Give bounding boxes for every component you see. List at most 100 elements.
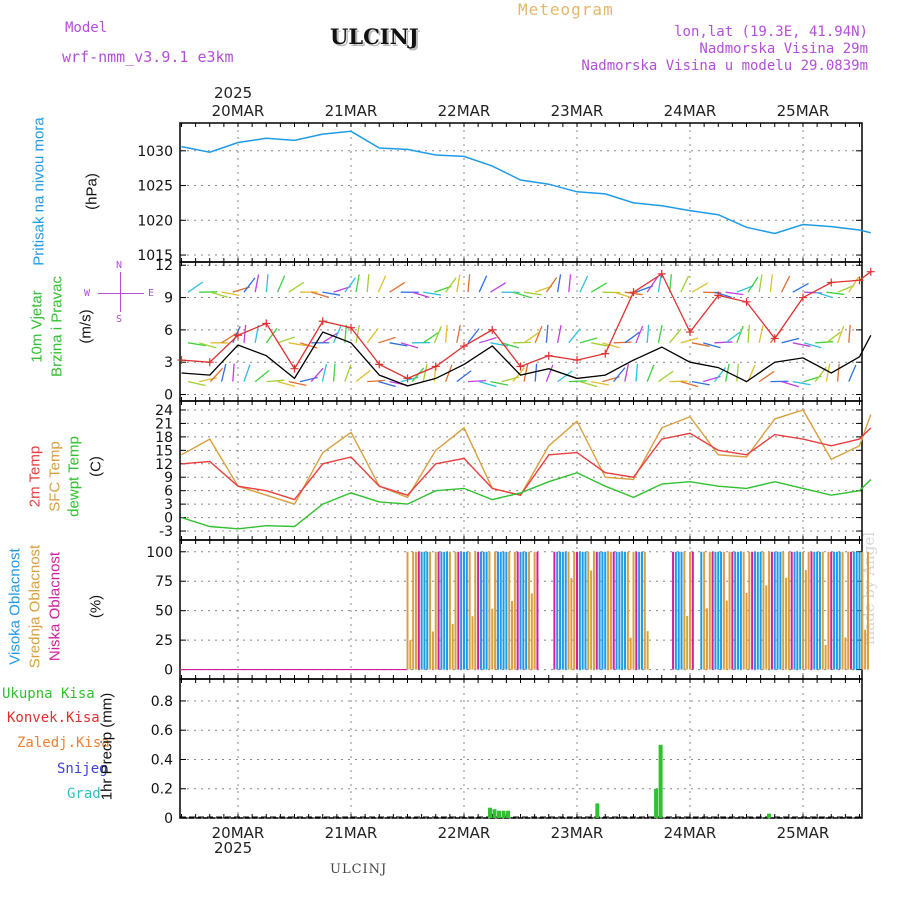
gust-marker	[799, 293, 807, 302]
precip-legend-total: Ukupna Kisa	[2, 686, 95, 702]
panel-frame	[179, 122, 863, 263]
date-top-22MAR: 22MAR	[438, 102, 491, 120]
wind-arrow	[254, 369, 270, 383]
compass-n: N	[116, 260, 123, 271]
wind-arrows	[187, 274, 860, 388]
gust-marker	[742, 297, 751, 306]
ytick-label: 18	[155, 430, 173, 446]
wind-arrow	[747, 364, 756, 382]
pressure-line	[181, 130, 871, 235]
wind-arrow	[826, 331, 842, 344]
wind-arrow	[680, 380, 699, 388]
wind-arrow	[646, 324, 650, 343]
model-name: wrf-nmm_v3.9.1 e3km	[62, 48, 234, 66]
wind-arrow	[557, 370, 573, 383]
wind-arrow	[243, 277, 256, 293]
wind-arrow	[344, 324, 348, 343]
date-top-23MAR: 23MAR	[551, 102, 604, 120]
wind-arrow	[736, 325, 744, 344]
wind-arrow	[288, 380, 307, 387]
wind-arrow	[591, 380, 609, 386]
ytick-label: 25	[155, 633, 173, 649]
footer-station: ULCINJ	[330, 862, 388, 877]
ytick-label: 1020	[137, 213, 173, 229]
ytick-label: 12	[155, 258, 173, 274]
wind-arrow	[691, 342, 710, 347]
gust-marker	[601, 349, 610, 358]
wind-arrow	[725, 331, 741, 344]
wind-arrow	[602, 342, 620, 349]
wind-arrow	[378, 380, 396, 388]
ytick-label: 12	[155, 457, 173, 473]
wind-arrow	[478, 275, 488, 293]
wind-arrow	[669, 328, 682, 344]
wind-arrow	[624, 363, 630, 382]
precip-bar	[658, 744, 663, 818]
wind-arrow	[322, 291, 341, 296]
precip-bar	[654, 788, 659, 818]
wind-arrow	[758, 274, 763, 293]
date-bottom-22MAR: 22MAR	[438, 824, 491, 842]
wind-arrow	[479, 337, 497, 344]
elevation-label: Nadmorska Visina 29m	[699, 41, 868, 57]
wind-arrow	[411, 291, 430, 298]
ytick-label: 0	[164, 388, 173, 404]
wind-arrow	[714, 341, 733, 344]
wind-arrow	[736, 285, 754, 293]
wind-arrow	[243, 364, 251, 382]
wind-arrow	[422, 363, 428, 382]
wind-arrow	[658, 370, 674, 383]
sfc-temp-line	[181, 409, 872, 505]
wind-arrow	[311, 291, 329, 298]
compass-s: S	[116, 314, 123, 325]
date-top-24MAR: 24MAR	[664, 102, 717, 120]
gust-marker	[827, 278, 836, 287]
wind-arrow	[243, 324, 247, 343]
wind-arrow	[815, 291, 833, 299]
wind-arrow	[355, 274, 360, 293]
wind-arrow	[848, 324, 851, 343]
gust-marker	[573, 356, 581, 365]
gust-marker	[657, 269, 666, 278]
gust-line	[181, 271, 872, 380]
date-bottom-24MAR: 24MAR	[664, 824, 717, 842]
precip-bar	[497, 810, 502, 818]
station-title: ULCINJ	[330, 24, 419, 49]
wind-arrow	[467, 274, 471, 293]
wind-arrow	[781, 337, 800, 344]
gust-marker	[629, 288, 638, 297]
gust-marker	[686, 328, 694, 337]
wind-arrow	[254, 274, 260, 293]
ytick-label: 100	[146, 545, 173, 561]
wind-arrow	[691, 282, 708, 293]
wind-arrow	[646, 364, 655, 382]
wind-arrow	[590, 282, 607, 293]
wind-arrow	[579, 380, 598, 388]
wind-arrow	[815, 341, 834, 344]
wind-arrow	[254, 324, 259, 343]
wind-arrow	[523, 363, 529, 382]
wind-arrow	[747, 324, 751, 343]
wind-arrow	[221, 291, 240, 296]
date-top-20MAR: 20MAR	[212, 102, 265, 120]
meteogram-title: Meteogram	[518, 0, 614, 19]
wind-arrow	[680, 337, 699, 344]
wind-arrow	[579, 337, 598, 344]
gust-marker	[431, 362, 440, 371]
precip-legend-grad: Grad	[67, 786, 101, 802]
date-bottom-23MAR: 23MAR	[551, 824, 604, 842]
wind-arrow	[277, 275, 286, 293]
precip-legend-conv: Konvek.Kisa	[7, 710, 100, 726]
wind-arrow	[523, 331, 540, 344]
wind-arrow	[433, 325, 442, 344]
panel-frame	[179, 400, 863, 541]
wind-arrow	[400, 342, 419, 349]
wind-arrow	[848, 276, 860, 293]
gust-marker	[488, 325, 497, 334]
ytick-label: -3	[159, 524, 173, 540]
ytick-label: 1015	[137, 248, 173, 264]
wind-arrow	[848, 364, 857, 382]
wind-arrow	[747, 276, 759, 293]
wind-arrow	[321, 363, 328, 382]
